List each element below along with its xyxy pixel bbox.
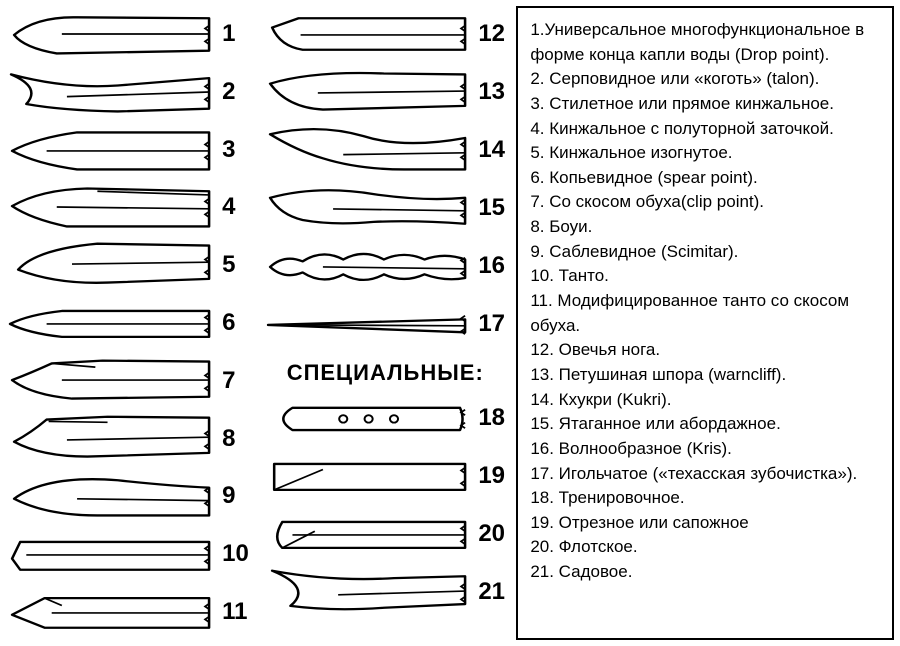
blade-row: 19 (262, 448, 508, 504)
special-section-header: СПЕЦИАЛЬНЫЕ: (262, 354, 508, 388)
blade-number: 1 (222, 20, 252, 48)
blade-row: 16 (262, 238, 508, 294)
blades-panel: 1234567891011 121314151617СПЕЦИАЛЬНЫЕ:18… (6, 6, 508, 640)
legend-item: 15. Ятаганное или абордажное. (530, 412, 880, 437)
blade-row: 17 (262, 296, 508, 352)
blade-row: 10 (6, 526, 252, 582)
legend-item: 10. Танто. (530, 264, 880, 289)
blade-shape-icon (6, 240, 214, 290)
legend-item: 5. Кинжальное изогнутое. (530, 141, 880, 166)
legend-item: 16. Волнообразное (Kris). (530, 437, 880, 462)
blade-shape-icon (6, 529, 214, 579)
legend-item: 19. Отрезное или сапожное (530, 511, 880, 536)
legend-item: 2. Серповидное или «коготь» (talon). (530, 67, 880, 92)
blade-row: 15 (262, 180, 508, 236)
blade-shape-icon (262, 125, 470, 175)
legend-item: 18. Тренировочное. (530, 486, 880, 511)
blades-column-1: 1 2 3 4 5 6 7 8 9 10 11 (6, 6, 252, 640)
blade-shape-icon (262, 509, 470, 559)
blade-row: 14 (262, 122, 508, 178)
blade-shape-icon (262, 9, 470, 59)
legend-item: 21. Садовое. (530, 560, 880, 585)
root-container: 1234567891011 121314151617СПЕЦИАЛЬНЫЕ:18… (0, 0, 900, 646)
blades-column-2: 12 13 14 15 16 17 СПЕЦИАЛЬНЫЕ: 18 19 20 21 (262, 6, 508, 640)
blade-shape-icon (6, 414, 214, 464)
blade-row: 4 (6, 179, 252, 235)
blade-row: 20 (262, 506, 508, 562)
blade-row: 21 (262, 564, 508, 620)
blade-row: 11 (6, 584, 252, 640)
blade-number: 18 (478, 404, 508, 432)
legend-item: 3. Стилетное или прямое кинжальное. (530, 92, 880, 117)
blade-shape-icon (262, 67, 470, 117)
blade-shape-icon (262, 183, 470, 233)
blade-shape-icon (262, 299, 470, 349)
blade-number: 20 (478, 520, 508, 548)
legend-item: 12. Овечья нога. (530, 338, 880, 363)
blade-number: 3 (222, 136, 252, 164)
blade-row: 9 (6, 469, 252, 525)
blade-row: 12 (262, 6, 508, 62)
blade-number: 10 (222, 540, 252, 568)
legend-item: 17. Игольчатое («техасская зубочистка»). (530, 462, 880, 487)
blade-row: 5 (6, 237, 252, 293)
blade-shape-icon (262, 393, 470, 443)
blade-number: 17 (478, 310, 508, 338)
blade-row: 7 (6, 353, 252, 409)
blade-number: 6 (222, 309, 252, 337)
blade-number: 19 (478, 462, 508, 490)
blade-shape-icon (6, 356, 214, 406)
legend-item: 20. Флотское. (530, 535, 880, 560)
blade-shape-icon (6, 67, 214, 117)
blade-number: 8 (222, 425, 252, 453)
blade-row: 13 (262, 64, 508, 120)
legend-item: 14. Кхукри (Kukri). (530, 388, 880, 413)
legend-item: 7. Со скосом обуха(clip point). (530, 190, 880, 215)
blade-row: 6 (6, 295, 252, 351)
blade-number: 13 (478, 78, 508, 106)
legend-item: 13. Петушиная шпора (warncliff). (530, 363, 880, 388)
blade-shape-icon (262, 567, 470, 617)
blade-number: 12 (478, 20, 508, 48)
legend-item: 8. Боуи. (530, 215, 880, 240)
blade-shape-icon (6, 125, 214, 175)
blade-shape-icon (6, 298, 214, 348)
legend-item: 9. Саблевидное (Scimitar). (530, 240, 880, 265)
legend-item: 11. Модифицированное танто со скосом обу… (530, 289, 880, 338)
blade-number: 7 (222, 367, 252, 395)
blade-number: 14 (478, 136, 508, 164)
blade-number: 2 (222, 78, 252, 106)
blade-number: 16 (478, 252, 508, 280)
blade-number: 5 (222, 251, 252, 279)
blade-row: 2 (6, 64, 252, 120)
blade-row: 1 (6, 6, 252, 62)
legend-item: 6. Копьевидное (spear point). (530, 166, 880, 191)
blade-shape-icon (6, 9, 214, 59)
blade-row: 8 (6, 411, 252, 467)
legend-panel: 1.Универсальное многофункциональное в фо… (516, 6, 894, 640)
blade-shape-icon (262, 451, 470, 501)
blade-shape-icon (6, 182, 214, 232)
blade-number: 15 (478, 194, 508, 222)
blade-number: 11 (222, 598, 252, 626)
blade-shape-icon (6, 587, 214, 637)
blade-shape-icon (262, 241, 470, 291)
blade-shape-icon (6, 471, 214, 521)
legend-item: 4. Кинжальное с полуторной заточкой. (530, 117, 880, 142)
blade-number: 21 (478, 578, 508, 606)
blade-number: 4 (222, 193, 252, 221)
blade-row: 3 (6, 122, 252, 178)
legend-item: 1.Универсальное многофункциональное в фо… (530, 18, 880, 67)
blade-row: 18 (262, 390, 508, 446)
blade-number: 9 (222, 482, 252, 510)
